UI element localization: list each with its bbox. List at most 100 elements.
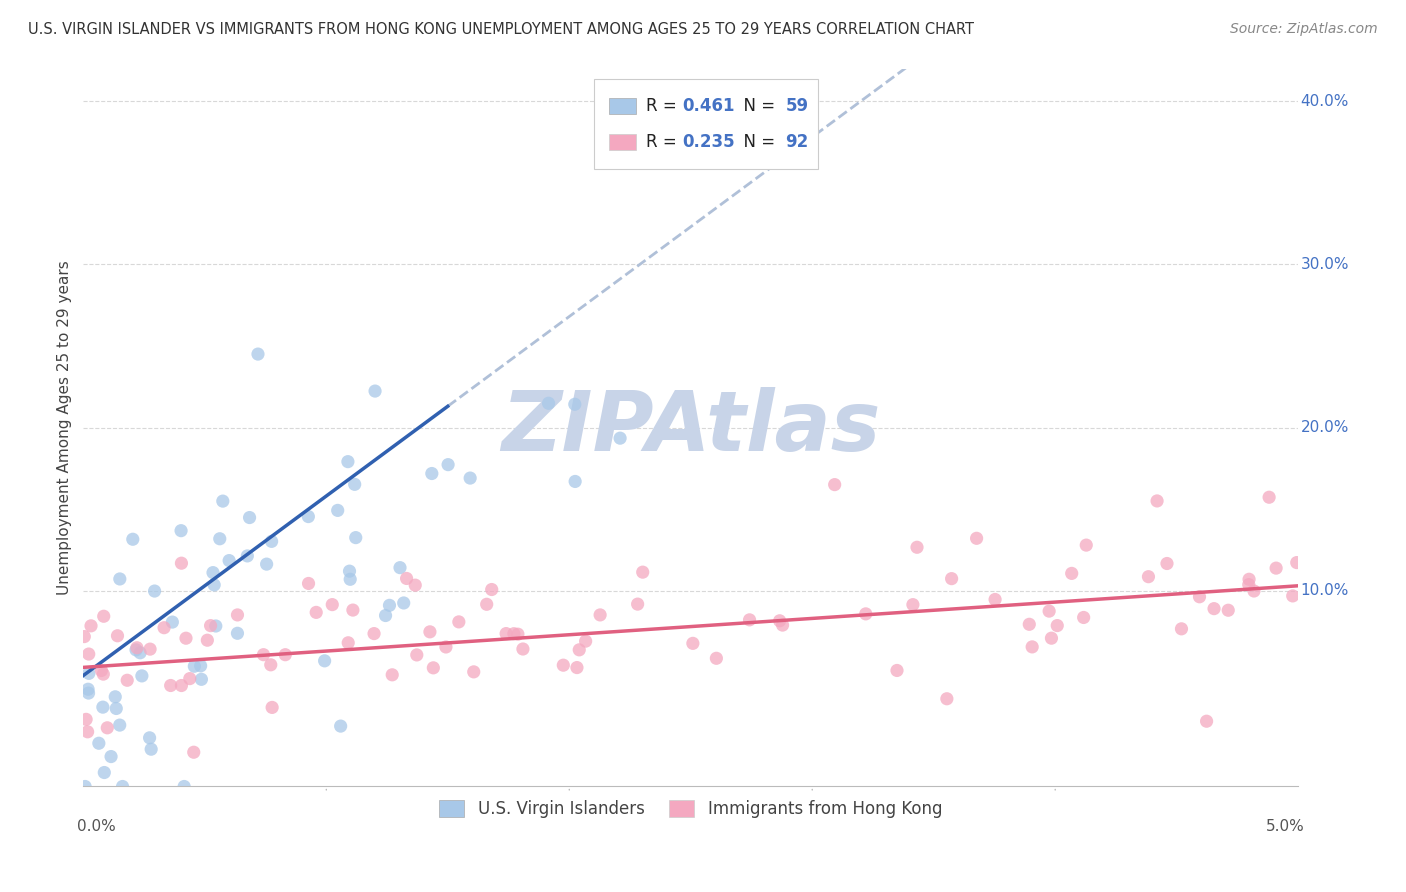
Point xyxy=(419,624,441,639)
Point xyxy=(218,553,240,567)
Point xyxy=(1170,622,1192,636)
Point xyxy=(1040,631,1063,645)
Point xyxy=(121,533,143,547)
Point xyxy=(1202,601,1225,615)
Point xyxy=(91,667,114,681)
Point xyxy=(260,534,283,549)
Point xyxy=(706,651,728,665)
Point xyxy=(179,672,201,686)
Point xyxy=(447,615,470,629)
Point xyxy=(1281,589,1303,603)
Text: 0.461: 0.461 xyxy=(682,97,735,115)
Text: 20.0%: 20.0% xyxy=(1301,420,1348,435)
Point xyxy=(96,721,118,735)
Text: R =: R = xyxy=(645,133,682,152)
Point xyxy=(342,603,364,617)
Text: ZIPAtlas: ZIPAtlas xyxy=(501,387,880,468)
Point xyxy=(1060,566,1083,581)
Point xyxy=(183,745,205,759)
Point xyxy=(886,664,908,678)
Point xyxy=(162,615,184,629)
Point xyxy=(434,640,457,654)
Point xyxy=(125,640,148,655)
Point xyxy=(1146,494,1168,508)
Point xyxy=(274,648,297,662)
Point xyxy=(129,646,152,660)
Point xyxy=(364,384,387,398)
FancyBboxPatch shape xyxy=(593,79,818,169)
Point xyxy=(344,531,367,545)
Point xyxy=(537,396,560,410)
Point xyxy=(1018,617,1040,632)
Point xyxy=(1285,556,1308,570)
Point xyxy=(75,780,97,794)
Point xyxy=(564,475,586,489)
Point xyxy=(420,467,443,481)
Point xyxy=(984,592,1007,607)
Point xyxy=(1218,603,1240,617)
Point xyxy=(73,630,96,644)
Point xyxy=(1137,570,1160,584)
Point xyxy=(153,621,176,635)
Text: 59: 59 xyxy=(786,97,808,115)
Point xyxy=(1195,714,1218,729)
Text: R =: R = xyxy=(645,97,682,115)
Point xyxy=(1188,590,1211,604)
Point xyxy=(139,642,162,657)
Point xyxy=(200,618,222,632)
Point xyxy=(321,598,343,612)
Point xyxy=(905,541,928,555)
Point xyxy=(1073,610,1095,624)
Point xyxy=(314,654,336,668)
Point xyxy=(226,626,249,640)
Legend: U.S. Virgin Islanders, Immigrants from Hong Kong: U.S. Virgin Islanders, Immigrants from H… xyxy=(433,793,949,825)
Point xyxy=(80,619,103,633)
Point xyxy=(337,636,360,650)
Point xyxy=(506,627,529,641)
Point xyxy=(115,673,138,688)
Point xyxy=(131,669,153,683)
Point xyxy=(463,665,485,679)
Point xyxy=(824,477,846,491)
Text: 0.235: 0.235 xyxy=(682,133,735,152)
Point xyxy=(201,566,224,580)
Point xyxy=(107,629,129,643)
Text: 10.0%: 10.0% xyxy=(1301,583,1348,599)
Point xyxy=(772,618,794,632)
Point xyxy=(91,700,114,714)
Point xyxy=(75,712,97,726)
Point xyxy=(1046,618,1069,632)
Point xyxy=(190,658,212,673)
Text: 92: 92 xyxy=(786,133,808,152)
Point xyxy=(77,686,100,700)
Text: N =: N = xyxy=(734,133,780,152)
Point xyxy=(512,642,534,657)
Point xyxy=(1265,561,1288,575)
Point xyxy=(100,749,122,764)
Point xyxy=(1237,577,1260,591)
Point xyxy=(256,557,278,571)
Text: Source: ZipAtlas.com: Source: ZipAtlas.com xyxy=(1230,22,1378,37)
Point xyxy=(363,626,385,640)
Point xyxy=(104,690,127,704)
Point xyxy=(1156,557,1178,571)
Point xyxy=(378,599,401,613)
Point xyxy=(502,626,524,640)
Point xyxy=(682,636,704,650)
Text: 5.0%: 5.0% xyxy=(1265,819,1305,834)
Point xyxy=(769,614,792,628)
Point xyxy=(564,397,586,411)
Point xyxy=(381,668,404,682)
Point xyxy=(77,666,100,681)
Point xyxy=(262,700,284,714)
Point xyxy=(1076,538,1098,552)
Point xyxy=(170,556,193,570)
Point xyxy=(305,606,328,620)
Point xyxy=(202,578,225,592)
Point xyxy=(395,572,418,586)
Point xyxy=(1021,640,1043,654)
Point xyxy=(389,560,412,574)
Point xyxy=(77,647,100,661)
Point xyxy=(170,524,193,538)
Point xyxy=(190,673,212,687)
